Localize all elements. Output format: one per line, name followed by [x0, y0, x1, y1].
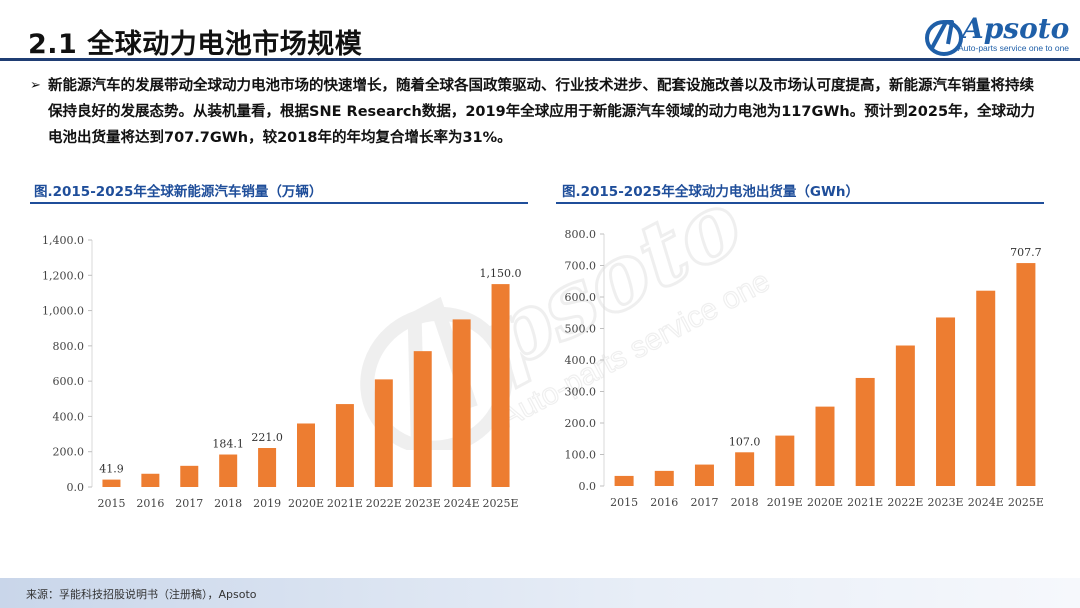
y-tick-label: 600.0 — [53, 375, 85, 388]
bullet-arrow-icon: ➢ — [30, 78, 41, 93]
bar-2024E — [452, 319, 471, 487]
bar-2024E — [976, 290, 996, 486]
data-label-2025E: 1,150.0 — [480, 267, 522, 280]
data-label-2018: 184.1 — [212, 438, 244, 451]
bar-2025E — [491, 284, 510, 487]
x-tick-label: 2016 — [136, 497, 164, 510]
logo-tagline: Auto-parts service one to one — [958, 43, 1070, 53]
logo-mark-icon — [925, 20, 963, 56]
x-tick-label: 2022E — [887, 496, 923, 509]
bar-2017 — [180, 465, 199, 487]
title-divider — [0, 58, 1080, 61]
bar-2020E — [297, 423, 315, 487]
logo-wordmark: Apsoto — [962, 12, 1070, 45]
y-tick-label: 600.0 — [565, 291, 597, 304]
x-tick-label: 2015 — [610, 496, 638, 509]
chart-ev-sales: 0.0 200.0 400.0 600.0 800.0 1,000.0 1,200.0 1,4… — [42, 234, 522, 510]
y-tick-label: 400.0 — [565, 354, 597, 367]
x-tick-label: 2024E — [444, 497, 480, 510]
chart-battery-shipment: 0.0 100.0 200.0 300.0 400.0 500.0 600.0 700.0 80… — [565, 228, 1044, 509]
y-tick-label: 200.0 — [53, 446, 85, 459]
x-tick-label: 2024E — [968, 496, 1004, 509]
y-tick-label: 300.0 — [565, 386, 597, 399]
chart-battery-shipment-title: 图.2015-2025年全球动力电池出货量（GWh） — [562, 184, 859, 200]
bar-2022E — [895, 345, 915, 486]
bar-2020E — [815, 406, 835, 486]
chart-ev-sales-title: 图.2015-2025年全球新能源汽车销量（万辆） — [34, 184, 323, 200]
chart-battery-shipment-rule — [556, 202, 1044, 204]
data-label-2019: 221.0 — [251, 431, 283, 444]
y-tick-label: 400.0 — [53, 410, 85, 423]
x-tick-label: 2015 — [97, 497, 125, 510]
bar-2025E — [1016, 263, 1036, 486]
data-label-2025E: 707.7 — [1010, 246, 1042, 259]
x-tick-label: 2022E — [366, 497, 402, 510]
bar-2021E — [855, 377, 875, 486]
y-tick-label: 800.0 — [53, 340, 85, 353]
bar-2022E — [374, 379, 393, 487]
x-tick-label: 2019 — [253, 497, 281, 510]
x-tick-label: 2020E — [807, 496, 843, 509]
data-label-2015: 41.9 — [99, 463, 124, 476]
y-tick-label: 500.0 — [565, 323, 597, 336]
bar-2016 — [141, 473, 160, 487]
y-tick-label: 800.0 — [565, 228, 597, 241]
y-tick-label: 1,200.0 — [42, 269, 84, 282]
data-label-2018: 107.0 — [729, 435, 761, 448]
y-tick-label: 100.0 — [565, 449, 597, 462]
x-tick-label: 2021E — [327, 497, 363, 510]
x-tick-label: 2025E — [1008, 496, 1044, 509]
y-tick-label: 700.0 — [565, 260, 597, 273]
x-tick-label: 2019E — [767, 496, 803, 509]
x-tick-label: 2021E — [847, 496, 883, 509]
page-title: 2.1 全球动力电池市场规模 — [28, 29, 363, 60]
x-tick-label: 2016 — [650, 496, 678, 509]
bar-2023E — [413, 351, 432, 487]
y-tick-label: 200.0 — [565, 417, 597, 430]
source-note: 来源：孚能科技招股说明书（注册稿），Apsoto — [26, 588, 257, 601]
y-tick-label: 1,000.0 — [42, 305, 84, 318]
x-tick-label: 2023E — [928, 496, 964, 509]
bar-2018 — [219, 454, 238, 487]
x-tick-label: 2020E — [288, 497, 324, 510]
y-tick-label: 0.0 — [67, 481, 85, 494]
bar-2018 — [735, 452, 755, 486]
y-tick-label: 0.0 — [579, 480, 597, 493]
bar-2015 — [614, 475, 634, 486]
summary-paragraph: 新能源汽车的发展带动全球动力电池市场的快速增长，随着全球各国政策驱动、行业技术进… — [48, 78, 1036, 146]
footer-band — [0, 578, 1080, 608]
bar-2019 — [258, 448, 277, 487]
apsoto-logo: Apsoto Auto-parts service one to one — [922, 12, 1072, 58]
bar-2015 — [102, 479, 121, 487]
x-tick-label: 2017 — [175, 497, 203, 510]
y-tick-label: 1,400.0 — [42, 234, 84, 247]
x-tick-label: 2023E — [405, 497, 441, 510]
x-tick-label: 2017 — [690, 496, 718, 509]
bar-2019E — [775, 435, 795, 486]
x-tick-label: 2018 — [214, 497, 242, 510]
bar-2021E — [335, 404, 354, 487]
x-tick-label: 2018 — [731, 496, 759, 509]
x-tick-label: 2025E — [483, 497, 519, 510]
chart-ev-sales-rule — [30, 202, 528, 204]
bar-2016 — [654, 470, 674, 486]
bar-2017 — [694, 464, 714, 486]
bar-2023E — [936, 317, 956, 486]
